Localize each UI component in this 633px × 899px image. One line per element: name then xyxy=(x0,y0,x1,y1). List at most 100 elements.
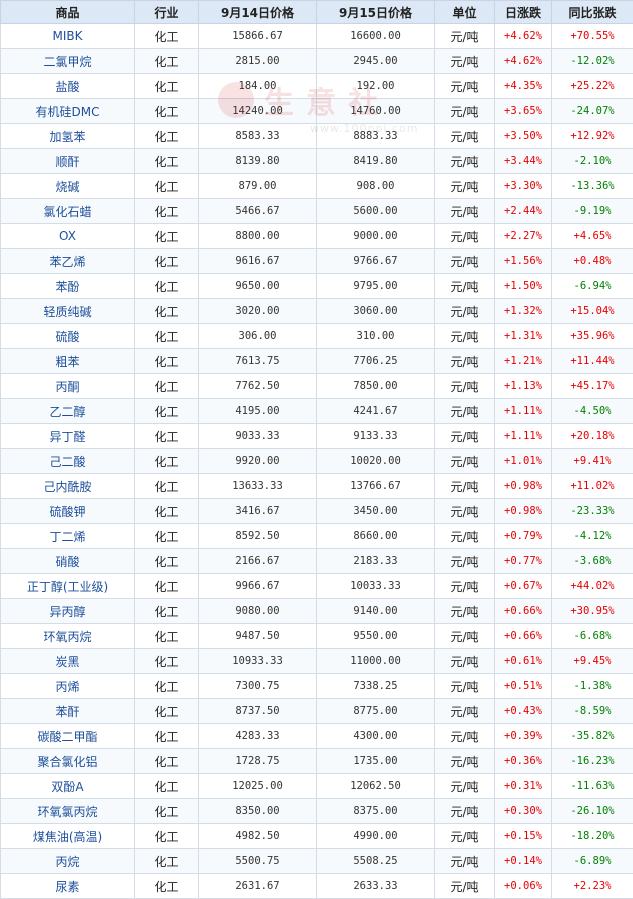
yoy-change-cell: +30.95% xyxy=(551,598,633,624)
table-row: 硫酸钾 化工 3416.67 3450.00 元/吨 +0.98% -23.33% xyxy=(0,498,633,524)
yoy-change-cell: -18.20% xyxy=(551,823,633,849)
daily-change-cell: +0.15% xyxy=(494,823,552,849)
yoy-change-cell: +9.45% xyxy=(551,648,633,674)
daily-change-cell: +0.66% xyxy=(494,598,552,624)
industry-cell: 化工 xyxy=(134,223,199,249)
commodity-link[interactable]: 顺酐 xyxy=(0,148,135,174)
commodity-link[interactable]: 轻质纯碱 xyxy=(0,298,135,324)
commodity-link[interactable]: 氯化石蜡 xyxy=(0,198,135,224)
commodity-link[interactable]: 粗苯 xyxy=(0,348,135,374)
table-row: 正丁醇(工业级) 化工 9966.67 10033.33 元/吨 +0.67% +44.02… xyxy=(0,573,633,599)
commodity-link[interactable]: 环氧氯丙烷 xyxy=(0,798,135,824)
unit-cell: 元/吨 xyxy=(434,573,495,599)
price-sep15-cell: 5508.25 xyxy=(316,848,435,874)
industry-cell: 化工 xyxy=(134,98,199,124)
commodity-link[interactable]: 苯酚 xyxy=(0,273,135,299)
price-sep15-cell: 8419.80 xyxy=(316,148,435,174)
yoy-change-cell: -12.02% xyxy=(551,48,633,74)
daily-change-cell: +0.98% xyxy=(494,498,552,524)
price-sep15-cell: 2945.00 xyxy=(316,48,435,74)
yoy-change-cell: +44.02% xyxy=(551,573,633,599)
price-sep15-cell: 10033.33 xyxy=(316,573,435,599)
commodity-link[interactable]: 双酚A xyxy=(0,773,135,799)
table-row: 环氧氯丙烷 化工 8350.00 8375.00 元/吨 +0.30% -26.10% xyxy=(0,798,633,824)
price-sep15-cell: 8775.00 xyxy=(316,698,435,724)
commodity-link[interactable]: 丁二烯 xyxy=(0,523,135,549)
price-sep15-cell: 9795.00 xyxy=(316,273,435,299)
table-row: 硝酸 化工 2166.67 2183.33 元/吨 +0.77% -3.68% xyxy=(0,548,633,574)
price-sep15-cell: 9550.00 xyxy=(316,623,435,649)
commodity-link[interactable]: 有机硅DMC xyxy=(0,98,135,124)
commodity-link[interactable]: 煤焦油(高温) xyxy=(0,823,135,849)
table-row: 氯化石蜡 化工 5466.67 5600.00 元/吨 +2.44% -9.19% xyxy=(0,198,633,224)
table-row: 异丙醇 化工 9080.00 9140.00 元/吨 +0.66% +30.95% xyxy=(0,598,633,624)
commodity-link[interactable]: 丙酮 xyxy=(0,373,135,399)
table-row: 有机硅DMC 化工 14240.00 14760.00 元/吨 +3.65% -24.07% xyxy=(0,98,633,124)
price-sep14-cell: 13633.33 xyxy=(198,473,317,499)
table-row: 硫酸 化工 306.00 310.00 元/吨 +1.31% +35.96% xyxy=(0,323,633,349)
price-sep15-cell: 1735.00 xyxy=(316,748,435,774)
commodity-link[interactable]: 盐酸 xyxy=(0,73,135,99)
price-sep14-cell: 8592.50 xyxy=(198,523,317,549)
commodity-link[interactable]: 硫酸 xyxy=(0,323,135,349)
commodity-link[interactable]: 己内酰胺 xyxy=(0,473,135,499)
table-row: 碳酸二甲酯 化工 4283.33 4300.00 元/吨 +0.39% -35.82% xyxy=(0,723,633,749)
industry-cell: 化工 xyxy=(134,423,199,449)
daily-change-cell: +0.14% xyxy=(494,848,552,874)
table-row: 苯酚 化工 9650.00 9795.00 元/吨 +1.50% -6.94% xyxy=(0,273,633,299)
table-header-row: 商品 行业 9月14日价格 9月15日价格 单位 日涨跌 同比张跌 xyxy=(0,0,633,24)
commodity-link[interactable]: 碳酸二甲酯 xyxy=(0,723,135,749)
commodity-link[interactable]: 环氧丙烷 xyxy=(0,623,135,649)
commodity-link[interactable]: 丙烷 xyxy=(0,848,135,874)
price-sep14-cell: 2166.67 xyxy=(198,548,317,574)
commodity-link[interactable]: 加氢苯 xyxy=(0,123,135,149)
price-sep15-cell: 14760.00 xyxy=(316,98,435,124)
yoy-change-cell: -11.63% xyxy=(551,773,633,799)
yoy-change-cell: +25.22% xyxy=(551,73,633,99)
daily-change-cell: +1.32% xyxy=(494,298,552,324)
unit-cell: 元/吨 xyxy=(434,23,495,49)
commodity-link[interactable]: 己二酸 xyxy=(0,448,135,474)
commodity-link[interactable]: 苯酐 xyxy=(0,698,135,724)
header-unit: 单位 xyxy=(434,0,495,24)
commodity-link[interactable]: 硫酸钾 xyxy=(0,498,135,524)
industry-cell: 化工 xyxy=(134,248,199,274)
commodity-link[interactable]: 二氯甲烷 xyxy=(0,48,135,74)
commodity-link[interactable]: 正丁醇(工业级) xyxy=(0,573,135,599)
header-industry: 行业 xyxy=(134,0,199,24)
industry-cell: 化工 xyxy=(134,648,199,674)
unit-cell: 元/吨 xyxy=(434,723,495,749)
commodity-link[interactable]: 硝酸 xyxy=(0,548,135,574)
unit-cell: 元/吨 xyxy=(434,623,495,649)
yoy-change-cell: -1.38% xyxy=(551,673,633,699)
unit-cell: 元/吨 xyxy=(434,698,495,724)
commodity-link[interactable]: 苯乙烯 xyxy=(0,248,135,274)
commodity-link[interactable]: 聚合氯化铝 xyxy=(0,748,135,774)
commodity-link[interactable]: 异丙醇 xyxy=(0,598,135,624)
yoy-change-cell: -9.19% xyxy=(551,198,633,224)
commodity-link[interactable]: 丙烯 xyxy=(0,673,135,699)
price-sep15-cell: 9133.33 xyxy=(316,423,435,449)
price-sep15-cell: 12062.50 xyxy=(316,773,435,799)
price-sep15-cell: 7706.25 xyxy=(316,348,435,374)
unit-cell: 元/吨 xyxy=(434,223,495,249)
commodity-link[interactable]: OX xyxy=(0,223,135,249)
table-row: 双酚A 化工 12025.00 12062.50 元/吨 +0.31% -11.63% xyxy=(0,773,633,799)
commodity-link[interactable]: 乙二醇 xyxy=(0,398,135,424)
commodity-link[interactable]: 炭黑 xyxy=(0,648,135,674)
table-row: 二氯甲烷 化工 2815.00 2945.00 元/吨 +4.62% -12.02% xyxy=(0,48,633,74)
table-row: 环氧丙烷 化工 9487.50 9550.00 元/吨 +0.66% -6.68% xyxy=(0,623,633,649)
yoy-change-cell: -6.68% xyxy=(551,623,633,649)
unit-cell: 元/吨 xyxy=(434,448,495,474)
commodity-link[interactable]: 异丁醛 xyxy=(0,423,135,449)
commodity-link[interactable]: 尿素 xyxy=(0,873,135,899)
yoy-change-cell: +15.04% xyxy=(551,298,633,324)
yoy-change-cell: -8.59% xyxy=(551,698,633,724)
unit-cell: 元/吨 xyxy=(434,323,495,349)
yoy-change-cell: -4.12% xyxy=(551,523,633,549)
commodity-link[interactable]: MIBK xyxy=(0,23,135,49)
commodity-link[interactable]: 烧碱 xyxy=(0,173,135,199)
daily-change-cell: +1.11% xyxy=(494,423,552,449)
industry-cell: 化工 xyxy=(134,448,199,474)
